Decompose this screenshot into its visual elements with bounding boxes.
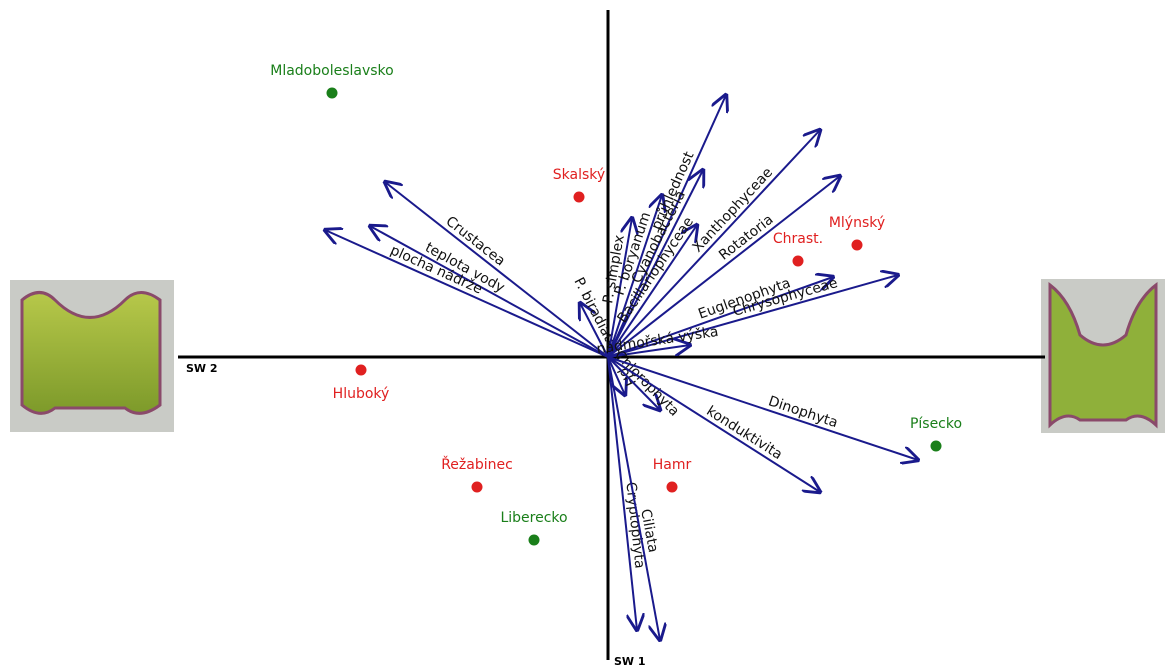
x-axis-title: SW 2 [186, 362, 218, 375]
site-label: Mladoboleslavsko [270, 63, 393, 79]
loading-arrow [607, 356, 637, 630]
site-label: Hluboký [333, 386, 390, 402]
site-point [528, 534, 540, 546]
cell-image-left [10, 280, 174, 432]
site-point [666, 481, 678, 493]
loading-arrow [607, 356, 820, 492]
site-label: Hamr [653, 457, 692, 473]
loading-arrow [325, 230, 609, 358]
site-label: Řežabinec [441, 456, 513, 473]
loading-label: nadmořská výška [596, 324, 720, 358]
site-point [355, 364, 367, 376]
site-point [471, 481, 483, 493]
loading-arrow [607, 218, 632, 358]
site-point [326, 87, 338, 99]
site-point [851, 239, 863, 251]
loading-arrow [370, 226, 609, 358]
site-point [573, 191, 585, 203]
site-label: Mlýnský [829, 215, 885, 231]
loading-arrow [607, 356, 625, 395]
loading-arrow [607, 176, 840, 358]
loading-arrow [580, 303, 609, 358]
site-point [792, 255, 804, 267]
site-point [930, 440, 942, 452]
y-axis-title: SW 1 [614, 655, 646, 668]
loading-arrow [607, 195, 662, 358]
site-label: Písecko [910, 416, 962, 432]
loading-arrow [607, 356, 918, 460]
loading-arrow [607, 277, 833, 358]
loading-arrow [385, 182, 609, 358]
loading-arrow [607, 345, 690, 358]
site-label: Chrast. [773, 231, 823, 247]
loading-arrow [607, 170, 703, 358]
loading-arrow [607, 356, 660, 410]
loading-arrow [607, 275, 898, 358]
loading-arrow [607, 225, 697, 358]
loading-arrow [607, 95, 726, 358]
loading-label: Ciliata [637, 508, 661, 554]
site-label: Liberecko [500, 510, 567, 526]
cell-image-right [1041, 279, 1165, 433]
site-label: Skalský [553, 167, 605, 183]
loading-arrow [607, 130, 820, 358]
loading-arrow [607, 356, 660, 640]
